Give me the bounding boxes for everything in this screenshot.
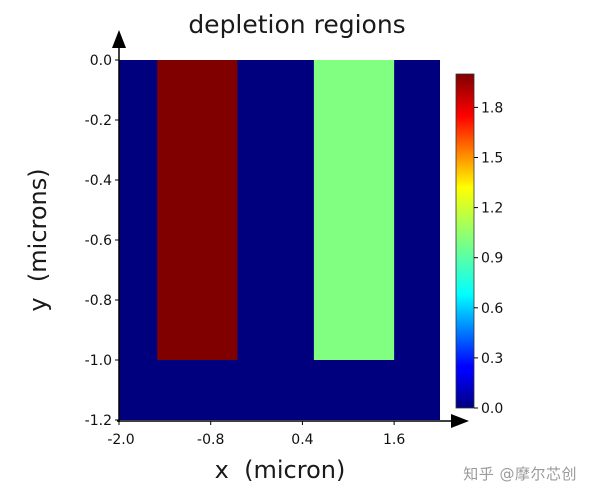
- y-tick-label: -1.0: [85, 353, 112, 369]
- colorbar: [455, 73, 475, 409]
- x-tick-label: -0.8: [197, 432, 224, 448]
- x-axis-ticks: -2.0 -0.8 0.4 1.6: [107, 421, 405, 448]
- y-tick-label: -0.4: [85, 173, 112, 189]
- x-axis-arrow-icon: [451, 414, 469, 428]
- colorbar-tick-label: 0.3: [481, 351, 503, 367]
- x-tick-label: 0.4: [291, 432, 313, 448]
- y-tick-label: -0.8: [85, 293, 112, 309]
- depletion-region-2: [313, 60, 395, 360]
- x-tick-label: 1.6: [383, 432, 405, 448]
- chart-title: depletion regions: [188, 10, 405, 39]
- colorbar-ticks: 0.0 0.3 0.6 0.9 1.2 1.5 1.8: [474, 100, 503, 417]
- colorbar-tick-label: 0.6: [481, 301, 503, 317]
- y-axis-label: y (microns): [24, 168, 52, 311]
- colorbar-tick-label: 1.8: [481, 100, 503, 116]
- x-tick-label: -2.0: [107, 432, 134, 448]
- colorbar-tick-label: 0.0: [481, 401, 503, 417]
- y-tick-label: -0.2: [85, 113, 112, 129]
- y-tick-label: -1.2: [85, 413, 112, 429]
- y-axis-arrow-icon: [112, 30, 126, 48]
- watermark: 知乎 @摩尔芯创: [463, 465, 577, 483]
- y-tick-label: 0.0: [90, 53, 112, 69]
- depletion-region-1: [157, 60, 238, 360]
- y-axis-ticks: 0.0 -0.2 -0.4 -0.6 -0.8 -1.0 -1.2: [85, 53, 119, 429]
- colorbar-tick-label: 0.9: [481, 251, 503, 267]
- y-tick-label: -0.6: [85, 233, 112, 249]
- colorbar-tick-label: 1.5: [481, 151, 503, 167]
- x-axis-label: x (micron): [215, 456, 346, 484]
- depletion-regions: [157, 60, 395, 360]
- colorbar-tick-label: 1.2: [481, 201, 503, 217]
